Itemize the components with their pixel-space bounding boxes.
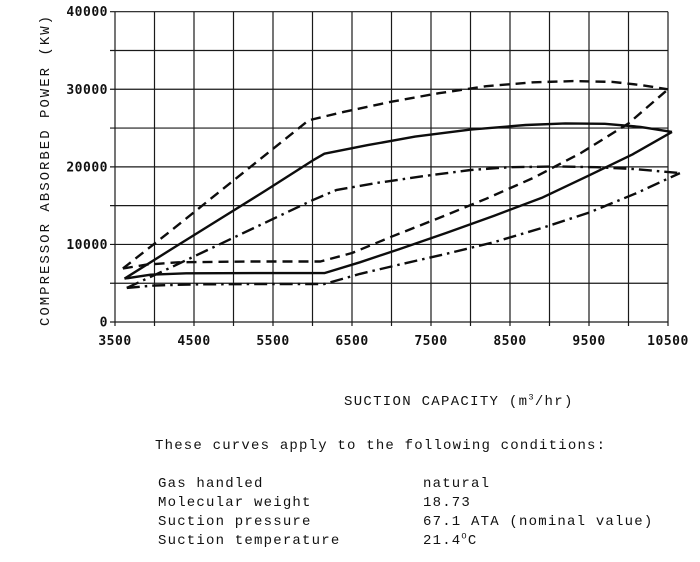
curve-solid-envelope-upper xyxy=(123,122,673,280)
x-tick-label: 10500 xyxy=(647,334,689,349)
conditions-intro: These curves apply to the following cond… xyxy=(155,438,607,454)
text-segment: 18.73 xyxy=(423,495,472,511)
text-segment: natural xyxy=(423,476,491,492)
x-axis-title: SUCTION CAPACITY (m3/hr) xyxy=(344,392,574,410)
curve-dashdot-envelope-lower xyxy=(126,172,681,290)
text-segment: C xyxy=(467,533,478,549)
condition-value: natural xyxy=(423,475,490,494)
curve-dashdot-envelope-upper xyxy=(126,165,681,289)
curve-dashed-envelope-lower xyxy=(122,88,669,270)
x-tick-label: 8500 xyxy=(493,334,526,349)
x-tick-label: 5500 xyxy=(256,334,289,349)
text-segment: /hr) xyxy=(534,394,574,410)
text-segment: SUCTION CAPACITY (m xyxy=(344,394,529,410)
condition-value: 21.4OC xyxy=(423,532,477,551)
compressor-power-chart: 3500 4500 5500 6500 7500 8500 9500 10500 0 10000 2… xyxy=(66,5,689,349)
superscript-text: O xyxy=(461,531,468,542)
condition-value: 18.73 xyxy=(423,494,471,513)
conditions-table: Gas handled natural Molecular weight 18.73 S… xyxy=(158,475,653,551)
condition-label: Molecular weight xyxy=(158,495,312,511)
condition-row: Molecular weight 18.73 xyxy=(158,494,653,513)
x-tick-label: 4500 xyxy=(177,334,210,349)
text-segment: 67.1 ATA (nominal value) xyxy=(423,514,654,530)
condition-value: 67.1 ATA (nominal value) xyxy=(423,513,653,532)
condition-row: Gas handled natural xyxy=(158,475,653,494)
x-tick-label: 3500 xyxy=(98,334,131,349)
y-tick-label: 40000 xyxy=(66,5,108,20)
y-tick-label: 10000 xyxy=(66,238,108,253)
x-tick-label: 6500 xyxy=(335,334,368,349)
x-tick-label: 7500 xyxy=(414,334,447,349)
condition-label: Gas handled xyxy=(158,476,264,492)
x-tick-label: 9500 xyxy=(572,334,605,349)
condition-row: Suction pressure 67.1 ATA (nominal value) xyxy=(158,513,653,532)
text-segment: 21.4 xyxy=(423,533,462,549)
curve-dashed-envelope-upper xyxy=(122,79,669,270)
y-tick-label: 20000 xyxy=(66,160,108,175)
curve-solid-envelope-lower xyxy=(124,130,673,280)
superscript-text: 3 xyxy=(528,392,535,403)
condition-label: Suction pressure xyxy=(158,514,312,530)
condition-label: Suction temperature xyxy=(158,533,341,549)
y-tick-label: 30000 xyxy=(66,83,108,98)
condition-row: Suction temperature 21.4OC xyxy=(158,532,653,551)
y-tick-label: 0 xyxy=(100,316,108,331)
